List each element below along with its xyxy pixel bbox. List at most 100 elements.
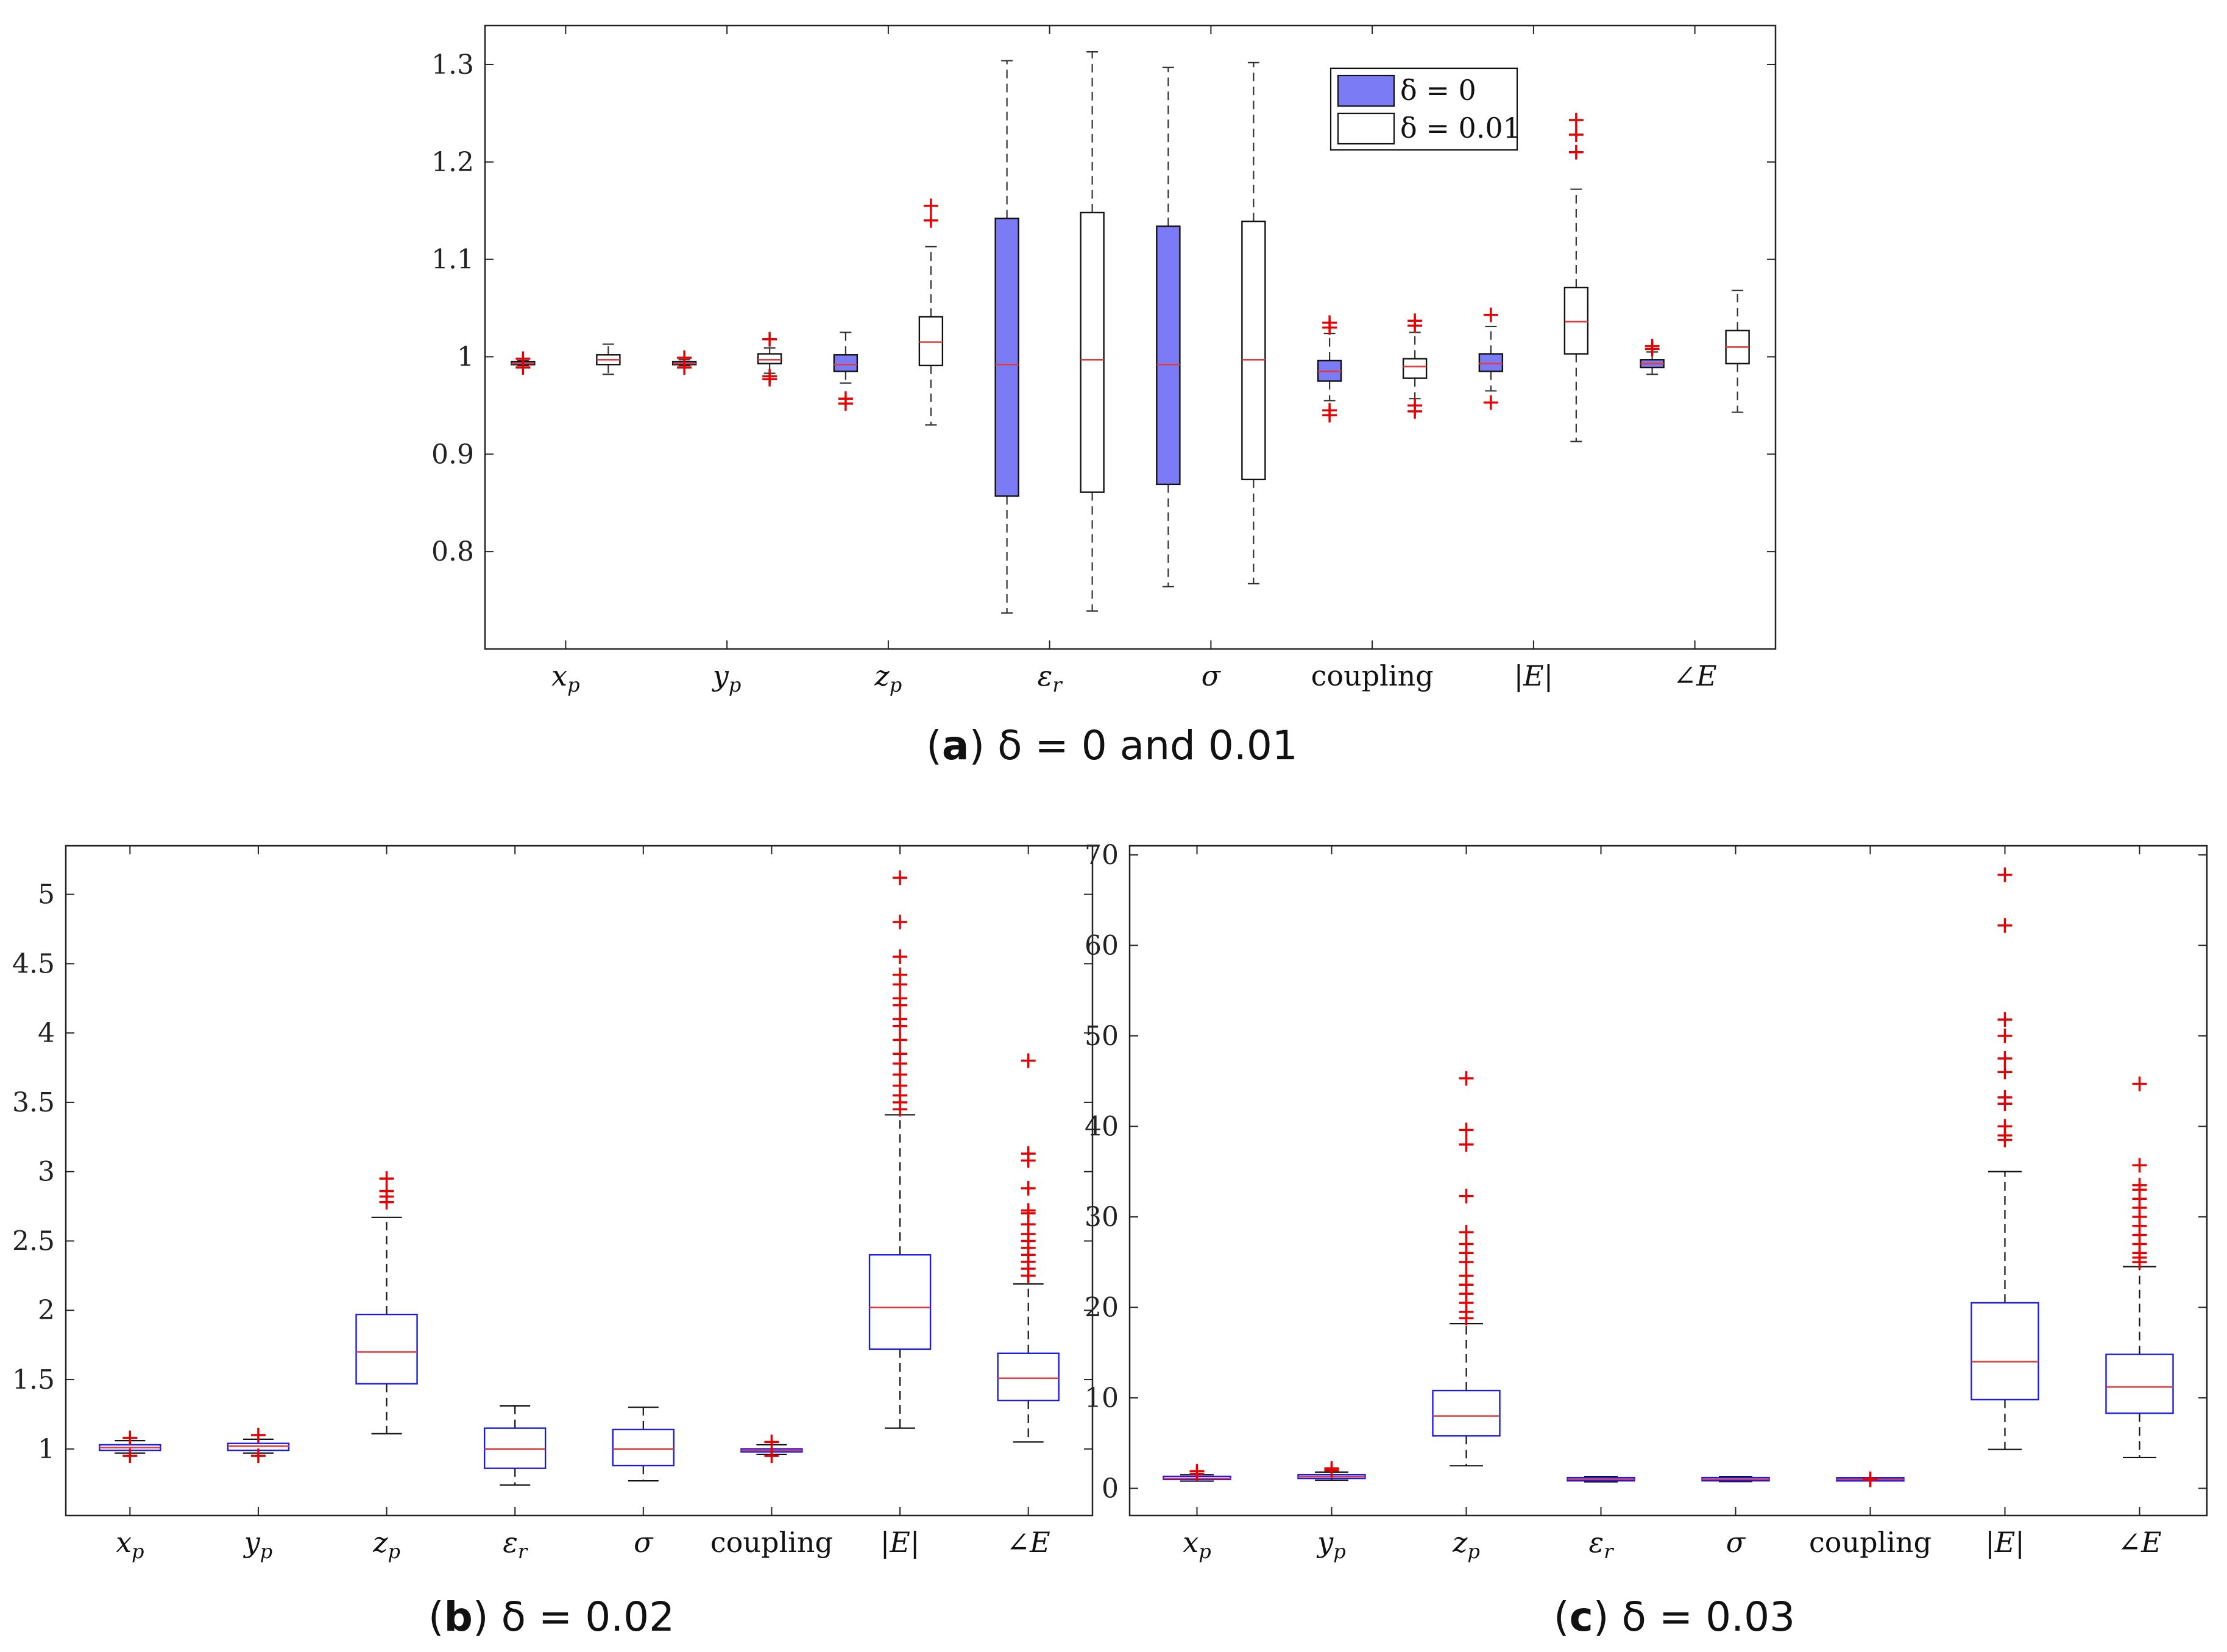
- outlier-marker: [893, 949, 908, 965]
- outlier-marker: [1645, 338, 1660, 353]
- box-σ: [1701, 1476, 1770, 1483]
- y-tick-label: 30: [1085, 1202, 1119, 1233]
- x-tick-label: |E|: [1985, 1526, 2025, 1559]
- y-tick-label: 1: [38, 1434, 55, 1465]
- box-∠E: [2105, 1076, 2174, 1459]
- caption-b-label: b: [444, 1594, 473, 1640]
- box-z_p: [1432, 1071, 1501, 1467]
- outlier-marker: [515, 351, 531, 366]
- outlier-marker: [2132, 1177, 2147, 1193]
- outlier-marker: [1459, 1122, 1474, 1138]
- x-tick-label: σ: [1726, 1526, 1746, 1559]
- box-iqr: [994, 218, 1019, 497]
- y-tick-label: 0.8: [431, 536, 474, 567]
- caption-b: (b) δ = 0.02: [428, 1594, 675, 1640]
- outlier-marker: [1459, 1188, 1474, 1204]
- outlier-marker: [1997, 1119, 2013, 1134]
- y-tick-label: 0.9: [431, 439, 474, 470]
- box-iqr: [2105, 1353, 2174, 1414]
- outlier-marker: [893, 991, 908, 1006]
- outlier-marker: [122, 1448, 138, 1464]
- outlier-marker: [1568, 144, 1584, 160]
- outlier-marker: [2132, 1158, 2147, 1173]
- outlier-marker: [250, 1448, 266, 1464]
- y-tick-label: 20: [1085, 1292, 1119, 1323]
- y-tick-label: 50: [1085, 1021, 1119, 1052]
- x-tick-label: ∠E: [1673, 659, 1717, 692]
- outlier-marker: [764, 1448, 779, 1464]
- box-iqr: [1156, 225, 1181, 486]
- box-|E|: [1478, 307, 1504, 410]
- caption-c-text: δ = 0.03: [1621, 1594, 1796, 1640]
- legend-swatch: [1337, 112, 1395, 145]
- x-tick-label: zp: [874, 659, 902, 697]
- outlier-marker: [1997, 1090, 2013, 1105]
- outlier-marker: [762, 369, 777, 384]
- outlier-marker: [1324, 1461, 1339, 1476]
- outlier-marker: [1459, 1268, 1474, 1283]
- outlier-marker: [1997, 918, 2013, 933]
- outlier-marker: [1483, 307, 1498, 322]
- box-iqr: [1432, 1389, 1501, 1437]
- box-ε_r: [1080, 51, 1105, 612]
- outlier-marker: [923, 198, 938, 213]
- outlier-marker: [2132, 1076, 2147, 1091]
- outlier-marker: [1459, 1071, 1474, 1086]
- box-ε_r: [1567, 1476, 1635, 1483]
- x-tick-label: xp: [551, 659, 579, 697]
- box-|E|: [868, 870, 932, 1429]
- box-∠E: [1725, 289, 1750, 413]
- outlier-marker: [893, 915, 908, 930]
- box-z_p: [918, 198, 944, 426]
- caption-c: (c) δ = 0.03: [1553, 1594, 1796, 1640]
- outlier-marker: [893, 870, 908, 885]
- y-tick-label: 3: [38, 1157, 55, 1188]
- box-iqr: [1402, 358, 1428, 379]
- y-tick-label: 0: [1102, 1473, 1119, 1504]
- outlier-marker: [1021, 1053, 1036, 1068]
- box-iqr: [355, 1313, 418, 1385]
- outlier-marker: [1568, 127, 1584, 143]
- x-tick-label: coupling: [1311, 659, 1434, 692]
- box-∠E: [1640, 338, 1665, 375]
- x-tick-label: εr: [1589, 1526, 1615, 1563]
- box-|E|: [1563, 113, 1589, 442]
- y-tick-label: 10: [1085, 1383, 1119, 1414]
- legend-swatch: [1337, 74, 1395, 107]
- x-tick-label: yp: [712, 659, 741, 697]
- box-σ: [1241, 62, 1266, 585]
- legend-label: δ = 0.01: [1400, 112, 1521, 144]
- caption-a-text: δ = 0 and 0.01: [997, 722, 1298, 769]
- outlier-marker: [1459, 1225, 1474, 1240]
- y-tick-label: 1.1: [431, 244, 474, 275]
- x-tick-label: yp: [1316, 1526, 1345, 1563]
- legend-label: δ = 0: [1400, 74, 1476, 107]
- outlier-marker: [1459, 1137, 1474, 1152]
- outlier-marker: [893, 967, 908, 982]
- outlier-marker: [1189, 1464, 1205, 1479]
- box-coupling: [1836, 1471, 1905, 1487]
- box-x_p: [511, 351, 536, 375]
- x-tick-label: zp: [1452, 1526, 1480, 1563]
- box-∠E: [997, 1053, 1060, 1443]
- outlier-marker: [122, 1430, 138, 1445]
- x-tick-label: σ: [634, 1526, 654, 1559]
- box-coupling: [740, 1434, 803, 1464]
- x-tick-label: zp: [372, 1526, 400, 1563]
- outlier-marker: [379, 1171, 394, 1186]
- y-tick-label: 5: [38, 879, 55, 910]
- box-x_p: [596, 343, 621, 375]
- box-|E|: [1970, 867, 2039, 1450]
- y-tick-label: 1.5: [12, 1364, 55, 1395]
- caption-b-text: δ = 0.02: [501, 1594, 675, 1640]
- box-x_p: [1163, 1464, 1231, 1482]
- box-iqr: [833, 354, 859, 372]
- caption-c-label: c: [1569, 1594, 1593, 1640]
- box-y_p: [671, 350, 697, 375]
- plot-frame: [65, 845, 1094, 1517]
- x-tick-label: xp: [1183, 1526, 1211, 1563]
- outlier-marker: [250, 1428, 266, 1443]
- y-tick-label: 1: [457, 341, 474, 372]
- outlier-marker: [838, 391, 853, 406]
- legend: δ = 0 δ = 0.01: [1329, 67, 1521, 151]
